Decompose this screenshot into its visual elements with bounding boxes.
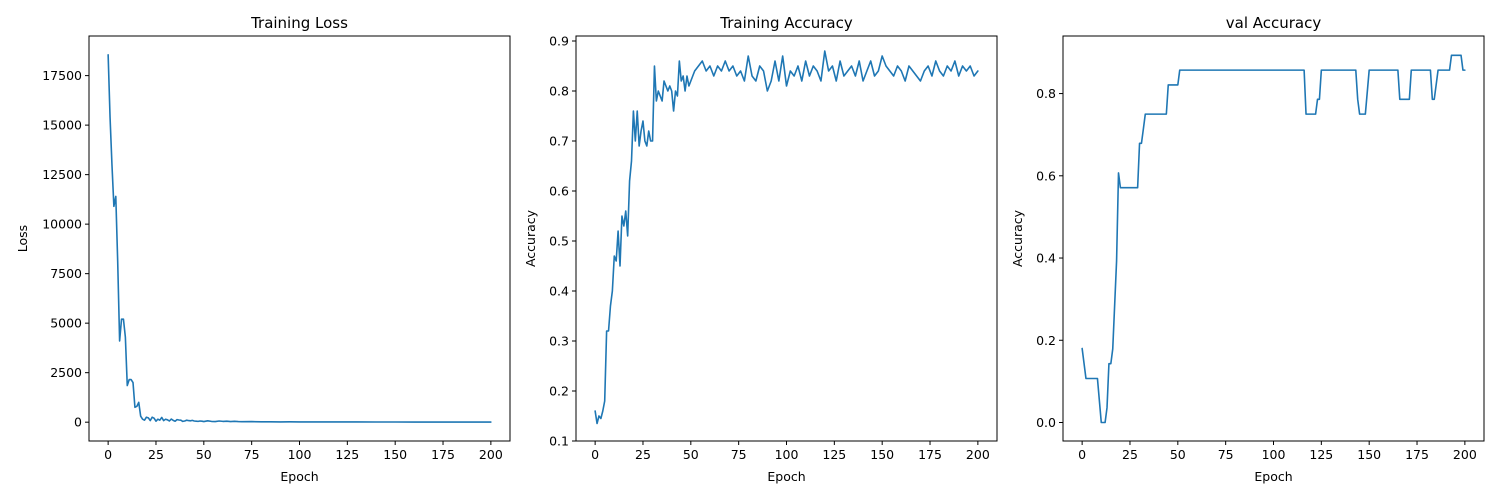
y-tick-label: 5000 — [50, 316, 82, 331]
y-tick-label: 0.3 — [549, 334, 569, 349]
y-tick-label: 17500 — [42, 68, 82, 83]
x-axis-label: Epoch — [1254, 469, 1292, 484]
x-tick-label: 25 — [148, 447, 164, 462]
y-tick-label: 0.6 — [1036, 168, 1056, 183]
chart-title: val Accuracy — [1226, 14, 1322, 32]
x-tick-label: 150 — [1357, 447, 1381, 462]
y-tick-label: 7500 — [50, 266, 82, 281]
x-tick-label: 100 — [1262, 447, 1286, 462]
x-tick-label: 125 — [335, 447, 359, 462]
x-tick-label: 75 — [731, 447, 747, 462]
chart-panel-2: Training Accuracy Epoch Accuracy 0 25 50 75 100… — [523, 14, 998, 484]
x-tick-label: 150 — [870, 447, 894, 462]
chart-panel-3: val Accuracy Epoch Accuracy 0 25 50 75 100 125 15… — [1010, 14, 1485, 484]
y-tick-label: 0.2 — [1036, 333, 1056, 348]
x-tick-label: 125 — [1309, 447, 1333, 462]
plot-area-frame — [88, 35, 511, 442]
x-tick-label: 125 — [822, 447, 846, 462]
x-tick-label: 150 — [383, 447, 407, 462]
x-tick-label: 100 — [288, 447, 312, 462]
y-axis-label: Accuracy — [1010, 209, 1025, 267]
x-tick-label: 200 — [479, 447, 503, 462]
chart-title: Training Accuracy — [719, 14, 853, 32]
x-tick-label: 75 — [244, 447, 260, 462]
y-tick-label: 0.0 — [1036, 415, 1056, 430]
x-tick-label: 0 — [1078, 447, 1086, 462]
y-tick-label: 0.7 — [549, 134, 569, 149]
x-axis-label: Epoch — [280, 469, 318, 484]
y-tick-label: 0.1 — [549, 434, 569, 449]
y-tick-label: 0.4 — [1036, 251, 1056, 266]
plot-area-frame — [1062, 35, 1485, 442]
y-tick-label: 0.2 — [549, 384, 569, 399]
chart-title: Training Loss — [250, 14, 348, 32]
y-axis-label: Accuracy — [523, 209, 538, 267]
x-tick-label: 25 — [635, 447, 651, 462]
x-tick-label: 50 — [196, 447, 212, 462]
x-tick-label: 0 — [104, 447, 112, 462]
y-tick-label: 12500 — [42, 167, 82, 182]
x-tick-label: 175 — [431, 447, 455, 462]
series-line-1 — [107, 54, 492, 423]
y-axis-label: Loss — [15, 225, 30, 252]
series-line-1 — [1081, 54, 1466, 424]
y-tick-label: 0.9 — [549, 34, 569, 49]
x-tick-label: 100 — [775, 447, 799, 462]
x-tick-label: 50 — [1170, 447, 1186, 462]
y-tick-label: 0.5 — [549, 234, 569, 249]
x-tick-label: 200 — [966, 447, 990, 462]
x-tick-label: 200 — [1453, 447, 1477, 462]
x-tick-label: 175 — [918, 447, 942, 462]
y-tick-label: 15000 — [42, 118, 82, 133]
x-axis-label: Epoch — [767, 469, 805, 484]
x-tick-label: 0 — [591, 447, 599, 462]
y-tick-label: 0 — [74, 415, 82, 430]
plot-area-frame — [575, 35, 998, 442]
y-tick-label: 2500 — [50, 365, 82, 380]
y-tick-label: 0.4 — [549, 284, 569, 299]
x-tick-label: 75 — [1218, 447, 1234, 462]
series-line-1 — [594, 50, 979, 425]
y-tick-label: 0.8 — [1036, 86, 1056, 101]
y-tick-label: 0.6 — [549, 184, 569, 199]
x-tick-label: 50 — [683, 447, 699, 462]
chart-panel-1: Training Loss Epoch Loss 0 25 50 75 100 125 150 17… — [15, 14, 511, 484]
y-tick-label: 10000 — [42, 217, 82, 232]
x-tick-label: 25 — [1122, 447, 1138, 462]
y-tick-label: 0.8 — [549, 84, 569, 99]
x-tick-label: 175 — [1405, 447, 1429, 462]
